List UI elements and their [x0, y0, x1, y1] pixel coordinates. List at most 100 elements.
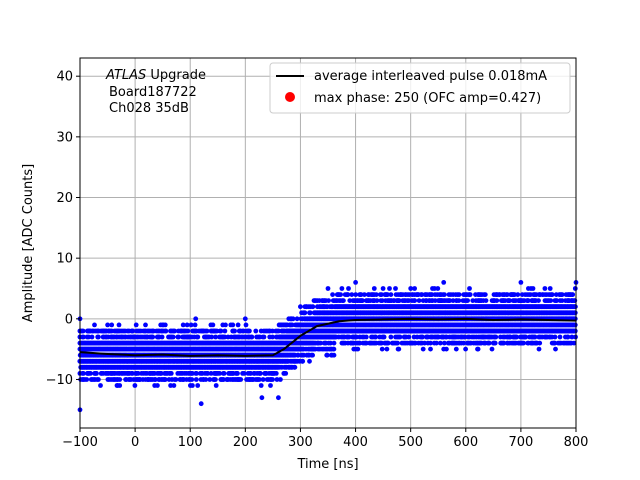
data-point — [221, 371, 227, 376]
data-point — [258, 383, 264, 388]
data-point — [483, 298, 489, 303]
data-point — [381, 334, 387, 340]
data-point — [188, 322, 194, 328]
data-point — [521, 340, 526, 346]
data-point — [218, 328, 224, 334]
data-point — [260, 377, 266, 382]
data-point — [349, 292, 355, 297]
data-point — [207, 377, 213, 382]
data-point — [346, 286, 351, 291]
data-point — [241, 371, 247, 376]
data-point — [292, 364, 298, 370]
data-point — [289, 322, 295, 328]
data-point — [132, 383, 138, 388]
data-point — [150, 334, 156, 340]
data-point — [456, 298, 462, 303]
data-point — [222, 334, 228, 340]
data-point — [482, 292, 488, 297]
data-point — [467, 292, 473, 297]
data-point — [331, 346, 337, 352]
data-point — [171, 383, 177, 388]
data-point — [552, 334, 558, 340]
data-point — [302, 310, 308, 316]
data-point — [515, 292, 521, 297]
data-point — [536, 298, 541, 303]
data-point — [163, 328, 169, 334]
data-point — [475, 346, 481, 352]
data-point — [467, 286, 472, 291]
data-point — [86, 334, 91, 340]
data-point — [346, 334, 352, 340]
data-point — [204, 328, 210, 334]
data-point — [256, 377, 262, 382]
data-point — [158, 371, 164, 376]
data-point — [435, 286, 441, 291]
data-point — [143, 322, 148, 328]
data-point — [270, 328, 275, 334]
data-point — [530, 286, 536, 291]
data-point — [270, 334, 275, 340]
data-point — [170, 334, 176, 340]
data-point — [98, 383, 103, 388]
data-point — [235, 371, 240, 376]
data-point — [247, 328, 252, 334]
data-point — [357, 340, 363, 346]
data-point — [185, 328, 191, 334]
data-point — [420, 346, 426, 352]
scatter-points — [77, 280, 579, 413]
data-point — [213, 383, 219, 388]
data-point — [341, 298, 346, 303]
data-point — [353, 292, 359, 297]
data-point — [397, 334, 403, 340]
data-point — [358, 292, 364, 297]
data-point — [412, 298, 418, 303]
data-point — [338, 292, 343, 297]
data-point — [331, 340, 337, 346]
data-point — [557, 334, 563, 340]
data-point — [230, 322, 236, 328]
data-point — [363, 334, 369, 340]
data-point — [133, 322, 139, 328]
data-point — [493, 334, 499, 340]
data-point — [168, 383, 174, 388]
data-point — [261, 334, 267, 340]
data-point — [195, 383, 201, 388]
data-point — [387, 286, 392, 291]
data-point — [222, 328, 228, 334]
data-point — [290, 316, 296, 322]
data-point — [96, 334, 101, 340]
data-point — [194, 371, 199, 376]
data-point — [152, 377, 158, 382]
data-point — [373, 334, 378, 340]
data-point — [326, 298, 331, 303]
data-point — [81, 371, 86, 376]
data-point — [537, 340, 543, 346]
data-point — [385, 340, 391, 346]
data-point — [190, 383, 195, 388]
data-point — [442, 292, 447, 297]
data-point — [318, 340, 323, 346]
data-point — [209, 334, 215, 340]
data-point — [117, 383, 123, 388]
data-point — [570, 292, 576, 297]
data-point — [331, 352, 337, 358]
data-point — [542, 286, 548, 291]
data-point — [249, 334, 255, 340]
data-point — [453, 346, 459, 352]
data-point — [360, 298, 365, 303]
data-point — [307, 358, 312, 364]
data-point — [388, 292, 394, 297]
data-point — [217, 371, 223, 376]
data-point — [547, 286, 553, 291]
data-point — [195, 334, 201, 340]
data-point — [307, 310, 313, 316]
data-point — [190, 371, 195, 376]
data-point — [486, 340, 492, 346]
data-point — [395, 340, 400, 346]
data-point — [456, 292, 462, 297]
data-point — [116, 322, 122, 328]
data-point — [176, 334, 182, 340]
data-point — [345, 292, 351, 297]
data-point — [88, 371, 93, 376]
data-point — [253, 328, 259, 334]
